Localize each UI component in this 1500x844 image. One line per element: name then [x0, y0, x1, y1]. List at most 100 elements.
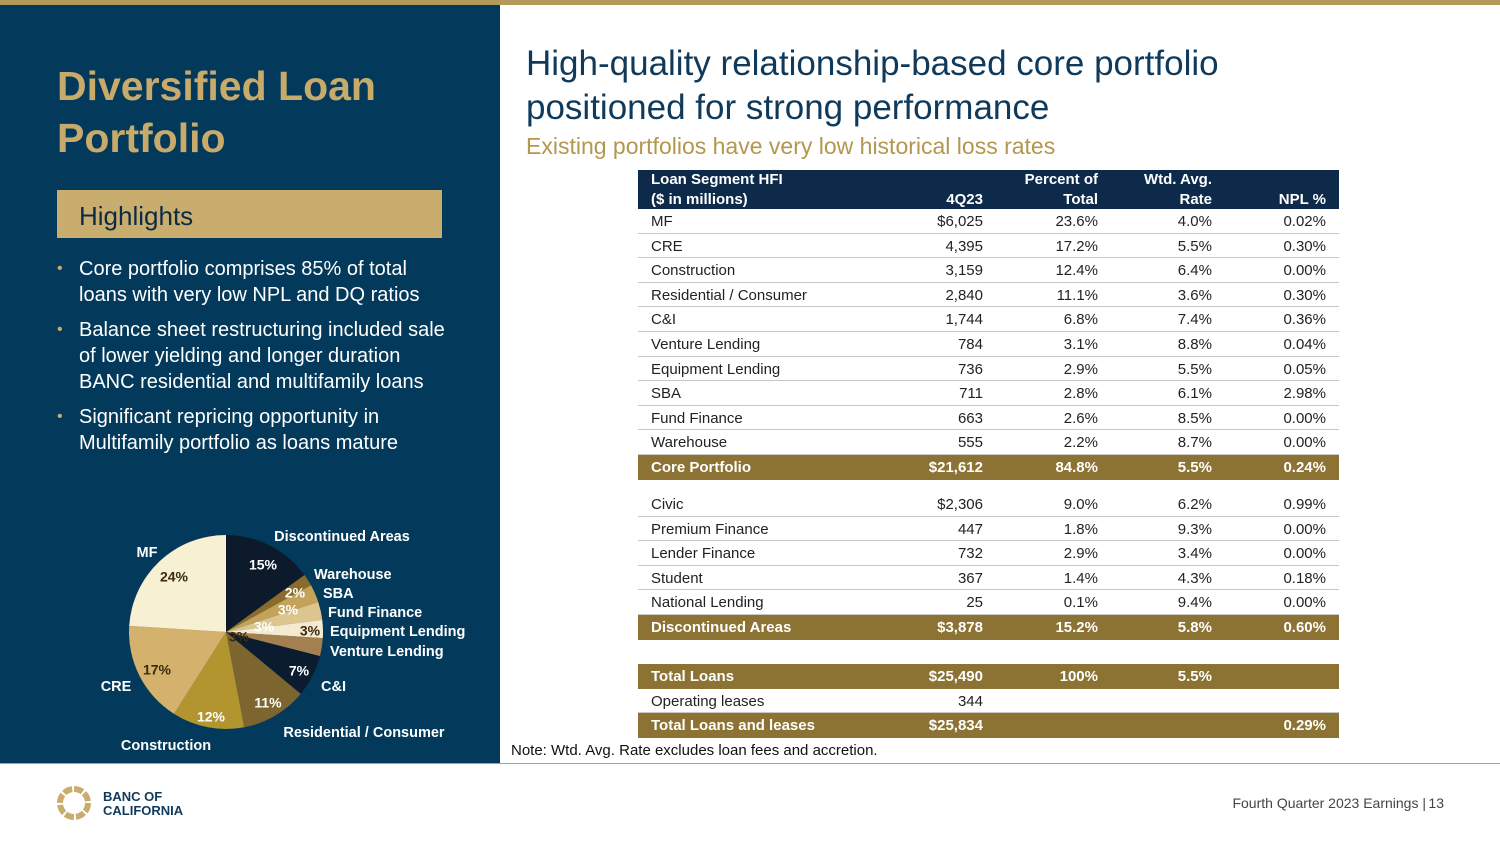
header-cell: Total — [1063, 191, 1098, 208]
table-cell: 12.4% — [1055, 262, 1098, 280]
table-cell: 344 — [957, 692, 983, 710]
table-cell: Core Portfolio — [651, 459, 751, 476]
table-cell: 0.1% — [1063, 594, 1098, 612]
table-cell: 8.7% — [1177, 434, 1212, 452]
pie-slice — [226, 619, 323, 639]
slice-percent: 3% — [229, 629, 250, 645]
table-cell: Fund Finance — [651, 409, 743, 427]
table-cell: 5.5% — [1177, 668, 1212, 685]
logo-mark — [57, 786, 91, 820]
total-band — [638, 455, 1339, 480]
table-cell: 2.9% — [1063, 360, 1098, 378]
header-cell: Rate — [1179, 191, 1212, 208]
table-cell: $21,612 — [928, 459, 983, 476]
slice-name: CRE — [101, 679, 132, 695]
table-cell: 367 — [957, 569, 983, 587]
table-cell: Student — [651, 569, 703, 587]
page-number: 13 — [1428, 795, 1444, 811]
header-cell: ($ in millions) — [651, 191, 748, 208]
row-rule — [638, 232, 1339, 234]
pie-slice — [226, 632, 323, 657]
pie-slice — [129, 625, 226, 714]
headline: High-quality relationship-based core por… — [526, 44, 1219, 83]
table-cell: 9.0% — [1063, 496, 1098, 513]
table-cell: 0.18% — [1283, 569, 1326, 587]
table-cell: 3.4% — [1177, 545, 1212, 563]
table-cell: Lender Finance — [651, 545, 756, 563]
row-rule — [638, 331, 1339, 332]
row-rule — [638, 404, 1339, 406]
table-cell: 0.00% — [1283, 520, 1326, 538]
table-cell: 25 — [966, 594, 983, 612]
table-cell: 0.30% — [1283, 237, 1326, 255]
highlights-heading: Highlights — [79, 201, 194, 231]
table-cell: 0.00% — [1283, 409, 1326, 427]
total-band — [638, 615, 1339, 640]
table-cell: 6.1% — [1177, 385, 1212, 403]
row-rule — [638, 380, 1339, 382]
slice-percent: 7% — [289, 663, 310, 679]
table-cell: 6.8% — [1063, 311, 1098, 329]
table-cell: $25,834 — [928, 717, 983, 735]
table-cell: 5.5% — [1177, 237, 1212, 255]
table-cell: 0.24% — [1283, 459, 1326, 476]
table-cell: $25,490 — [928, 668, 983, 685]
row-rule — [638, 355, 1339, 357]
table-cell: Discontinued Areas — [651, 619, 792, 636]
table-cell: 8.8% — [1177, 336, 1212, 353]
row-rule — [638, 257, 1339, 259]
pie-chart: 15% Discontinued Areas 2% Warehouse 3% SBA 3% F… — [101, 529, 466, 754]
table-cell: 4.3% — [1177, 569, 1212, 587]
table-cell: CRE — [651, 237, 683, 255]
table-cell: 3.1% — [1063, 336, 1098, 353]
table-cell: 2,840 — [945, 286, 983, 304]
pie-slice — [226, 535, 305, 632]
row-rule — [638, 515, 1339, 517]
header-cell: Percent of — [1024, 171, 1098, 188]
divider — [0, 763, 1500, 764]
table-cell: Total Loans and leases — [651, 717, 815, 735]
table-cell: 23.6% — [1055, 213, 1098, 230]
bullet-list: Core portfolio comprises 85% of total lo… — [57, 256, 447, 465]
table-cell: 0.00% — [1283, 545, 1326, 563]
table-cell: Equipment Lending — [651, 360, 781, 378]
table-cell: 1.4% — [1063, 569, 1098, 587]
table-cell: 784 — [957, 336, 983, 353]
table-cell: 6.2% — [1177, 496, 1212, 513]
highlights-box: Highlights — [57, 190, 442, 238]
table-cell: C&I — [651, 311, 677, 329]
table-cell: 4.0% — [1177, 213, 1212, 230]
slice-percent: 11% — [254, 695, 282, 711]
logo-text: BANC OF — [103, 789, 163, 804]
row-rule — [638, 540, 1339, 542]
table-cell: SBA — [651, 385, 682, 403]
slice-percent: 15% — [249, 557, 278, 573]
table-cell: 1.8% — [1063, 520, 1098, 538]
table-cell: 0.04% — [1283, 336, 1326, 353]
table-cell: 0.36% — [1283, 311, 1326, 329]
table-cell: 736 — [957, 360, 983, 378]
slice-percent: 3% — [254, 619, 275, 635]
pie-slice — [129, 535, 226, 632]
table-cell: 0.02% — [1283, 213, 1326, 230]
table-cell: 0.05% — [1283, 360, 1326, 378]
bullet: Balance sheet restructuring included sal… — [57, 317, 447, 395]
slice-percent: 3% — [278, 602, 299, 618]
pie-slice — [226, 574, 312, 632]
table-cell: MF — [651, 213, 673, 230]
table-cell: 5.5% — [1177, 360, 1212, 378]
table-cell: 8.5% — [1177, 409, 1212, 427]
slice-name: Equipment Lending — [330, 624, 465, 640]
row-rule — [638, 564, 1339, 566]
row-rule — [638, 281, 1339, 283]
slice-percent: 24% — [160, 569, 189, 585]
row-rule — [638, 429, 1339, 431]
table-cell: Civic — [651, 496, 684, 513]
header-cell: Loan Segment HFI — [651, 171, 783, 188]
slice-name: SBA — [323, 586, 354, 602]
table-cell: 7.4% — [1177, 311, 1212, 329]
table-cell: 0.60% — [1283, 619, 1326, 636]
row-rule — [638, 614, 1339, 615]
header-cell: NPL % — [1278, 191, 1326, 208]
